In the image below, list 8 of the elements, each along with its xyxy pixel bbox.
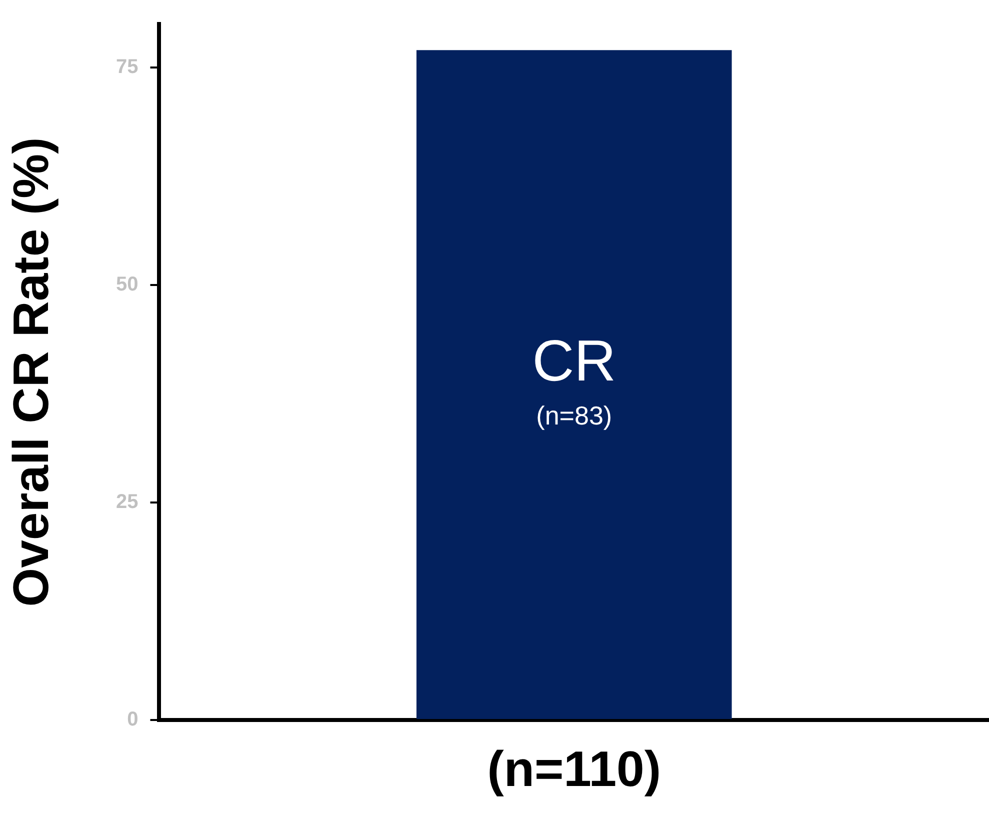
annotation: CR <box>532 328 616 394</box>
y-tick-label: 50 <box>116 274 138 296</box>
y-tick-label: 0 <box>127 708 138 731</box>
y-tick-label: 25 <box>116 491 138 514</box>
x-tick-label: (n=110) <box>487 740 661 797</box>
annotation: (n=83) <box>536 400 612 431</box>
y-tick-label: 75 <box>116 56 138 78</box>
y-axis-title: Overall CR Rate (%) <box>2 137 59 607</box>
